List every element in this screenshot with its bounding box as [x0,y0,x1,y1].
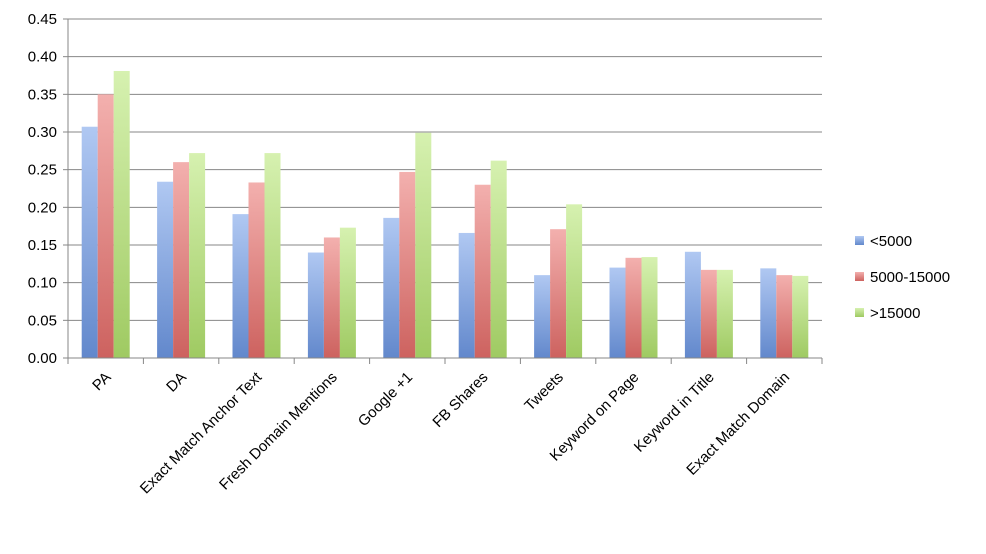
bar [716,269,733,358]
x-category-label: DA [163,369,190,396]
y-tick-label: 0.45 [28,11,57,28]
bar [474,184,491,358]
bar [550,229,567,358]
legend-label: 5000-15000 [870,269,950,286]
y-tick-label: 0.30 [28,124,57,141]
axes [67,19,823,364]
bar [232,214,249,358]
x-category-label: Exact Match Anchor Text [137,368,266,497]
legend-label: >15000 [870,305,920,322]
x-category-label: PA [89,369,114,394]
bar [566,204,583,358]
legend-swatch [855,308,864,317]
bar [760,268,777,358]
bar [700,269,717,358]
bar [684,251,701,358]
bar [248,182,265,358]
bar [490,160,507,358]
x-category-label: Keyword in Title [631,369,718,456]
bar [189,153,206,358]
bar [323,237,340,358]
bars [81,70,809,358]
bar [81,126,98,358]
y-axis-tick-labels: 0.00 0.05 0.10 0.15 0.20 0.25 0.30 0.35 0.40 0.45 [28,11,57,367]
x-category-label: Google +1 [355,369,416,430]
bar [264,153,281,358]
bar [97,94,114,358]
x-category-label: Tweets [521,369,567,415]
x-category-label: FB Shares [429,369,491,431]
y-tick-label: 0.25 [28,162,57,179]
legend-swatch [855,272,864,281]
bar [339,227,356,358]
y-tick-label: 0.40 [28,49,57,66]
bar [458,232,475,358]
y-tick-label: 0.05 [28,312,57,329]
legend-label: <5000 [870,233,912,250]
bar [399,171,416,358]
bar [609,267,626,358]
bar [776,275,793,358]
bar [534,275,551,358]
bar [383,217,400,358]
y-tick-label: 0.00 [28,350,57,367]
y-tick-label: 0.10 [28,275,57,292]
bar [792,275,809,358]
bar [641,257,658,358]
bar [307,252,324,358]
bar [625,257,642,358]
y-tick-label: 0.35 [28,86,57,103]
legend: <5000 5000-15000 >15000 [855,233,950,322]
y-tick-label: 0.20 [28,199,57,216]
bar [173,162,190,358]
bar [113,70,130,358]
legend-swatch [855,236,864,245]
y-tick-label: 0.15 [28,237,57,254]
bar [157,181,174,358]
bar [415,132,432,358]
